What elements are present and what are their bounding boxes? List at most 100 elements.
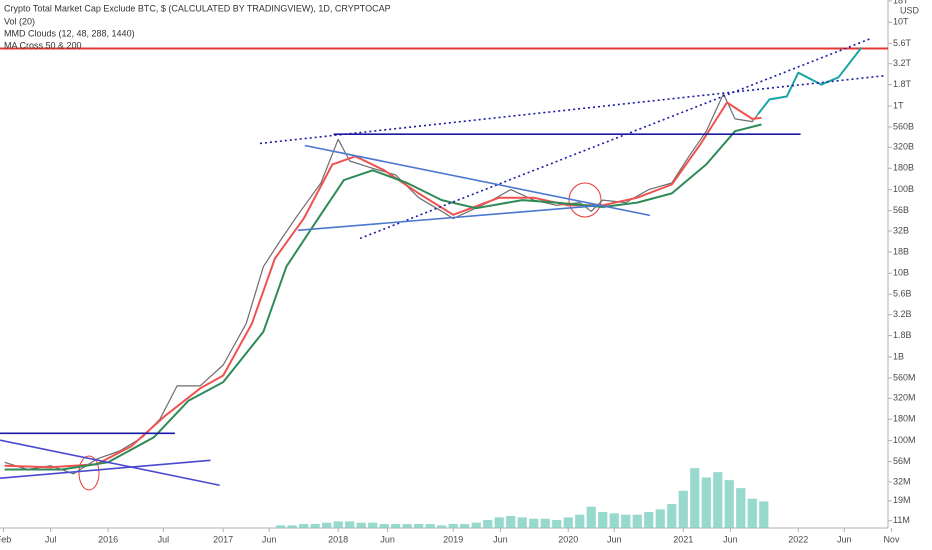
volume-bar [724,480,734,528]
volume-bar [667,504,677,528]
y-tick-label: 32M [893,476,911,486]
volume-bar [333,521,343,528]
volume-bar [586,506,596,528]
x-tick-label: 2018 [328,534,348,544]
y-tick-label: 56M [893,456,911,466]
y-tick-label: 100B [893,184,914,194]
trend-line [304,144,651,217]
y-tick-label: 5.6B [893,289,912,299]
y-tick-label: 100M [893,435,916,445]
study-label: Vol (20) [4,16,35,26]
y-tick-label: 32B [893,225,909,235]
volume-bar [598,512,608,528]
series-line [4,101,762,469]
volume-bar [563,517,573,528]
y-tick-label: 10T [893,17,909,27]
volume-bar [356,522,366,528]
trend-line [0,459,211,479]
series-line [4,123,762,471]
y-tick-label: 1T [893,100,904,110]
y-tick-label: 18B [893,246,909,256]
volume-bar [529,518,539,528]
x-tick-label: Jul [45,534,57,544]
volume-bar [483,520,493,528]
x-tick-label: 2017 [213,534,233,544]
volume-bar [448,524,458,528]
volume-bar [494,517,504,528]
volume-bar [368,522,378,528]
x-tick-label: Nov [883,534,900,544]
volume-bar [575,514,585,528]
y-tick-label: 11M [893,515,910,525]
circle-annotation [568,182,602,218]
volume-bar [471,522,481,528]
volume-bar [322,522,332,528]
volume-bar [517,517,527,528]
volume-bar [345,521,355,528]
volume-bar [552,520,562,528]
study-label: MMD Clouds (12, 48, 288, 1440) [4,28,135,38]
trend-line [359,37,872,240]
trend-line [0,439,220,487]
volume-bar [391,524,401,528]
trend-line [297,204,601,232]
x-tick-label: Jun [837,534,852,544]
volume-bar [540,518,550,528]
volume-bar [414,524,424,528]
currency-label: USD [900,5,920,15]
x-tick-label: Jun [493,534,508,544]
volume-bar [402,524,412,528]
y-tick-label: 3.2T [893,58,912,68]
x-tick-label: Jun [380,534,395,544]
volume-bar [747,498,757,528]
y-tick-label: 560M [893,372,916,382]
volume-bar [644,512,654,528]
y-tick-label: 1.8T [893,79,912,89]
y-tick-label: 1.8B [893,330,912,340]
plot [0,37,888,528]
x-tick-label: Jul [158,534,170,544]
volume-bar [713,472,723,528]
chart-title: Crypto Total Market Cap Exclude BTC, $ (… [4,3,391,13]
x-tick-label: 2016 [98,534,118,544]
volume-bar [701,477,711,528]
volume-bar [379,524,389,528]
y-tick-label: 180M [893,414,916,424]
volume-bar [437,525,447,528]
volume-bar [506,516,516,528]
volume-bar [621,514,631,528]
x-tick-label: Jun [607,534,622,544]
volume-bar [287,525,297,528]
volume-bar [310,524,320,528]
x-tick-label: Feb [0,534,11,544]
volume-bar [632,514,642,528]
y-tick-label: 10B [893,268,909,278]
y-tick-label: 18T [893,0,909,5]
volume-bar [678,490,688,528]
y-tick-label: 320B [893,142,914,152]
volume-bar [299,524,309,528]
x-tick-label: Jun [723,534,738,544]
volume-bar [655,509,665,528]
y-tick-label: 5.6T [893,38,912,48]
y-tick-label: 1B [893,351,904,361]
y-tick-label: 320M [893,393,916,403]
study-label: MA Cross 50 & 200 [4,40,82,50]
y-tick-label: 19M [893,495,911,505]
x-tick-label: 2021 [673,534,693,544]
volume-bar [690,468,700,528]
series-line [757,46,863,115]
y-tick-label: 56B [893,205,909,215]
y-tick-label: 180B [893,163,914,173]
x-tick-label: 2022 [788,534,808,544]
y-tick-label: 560B [893,121,914,131]
x-tick-label: 2019 [443,534,463,544]
y-tick-label: 3.2B [893,309,912,319]
volume-bar [759,501,769,528]
circle-annotation [78,455,100,491]
x-tick-label: 2020 [558,534,578,544]
volume-bar [425,524,435,528]
volume-bar [609,513,619,528]
